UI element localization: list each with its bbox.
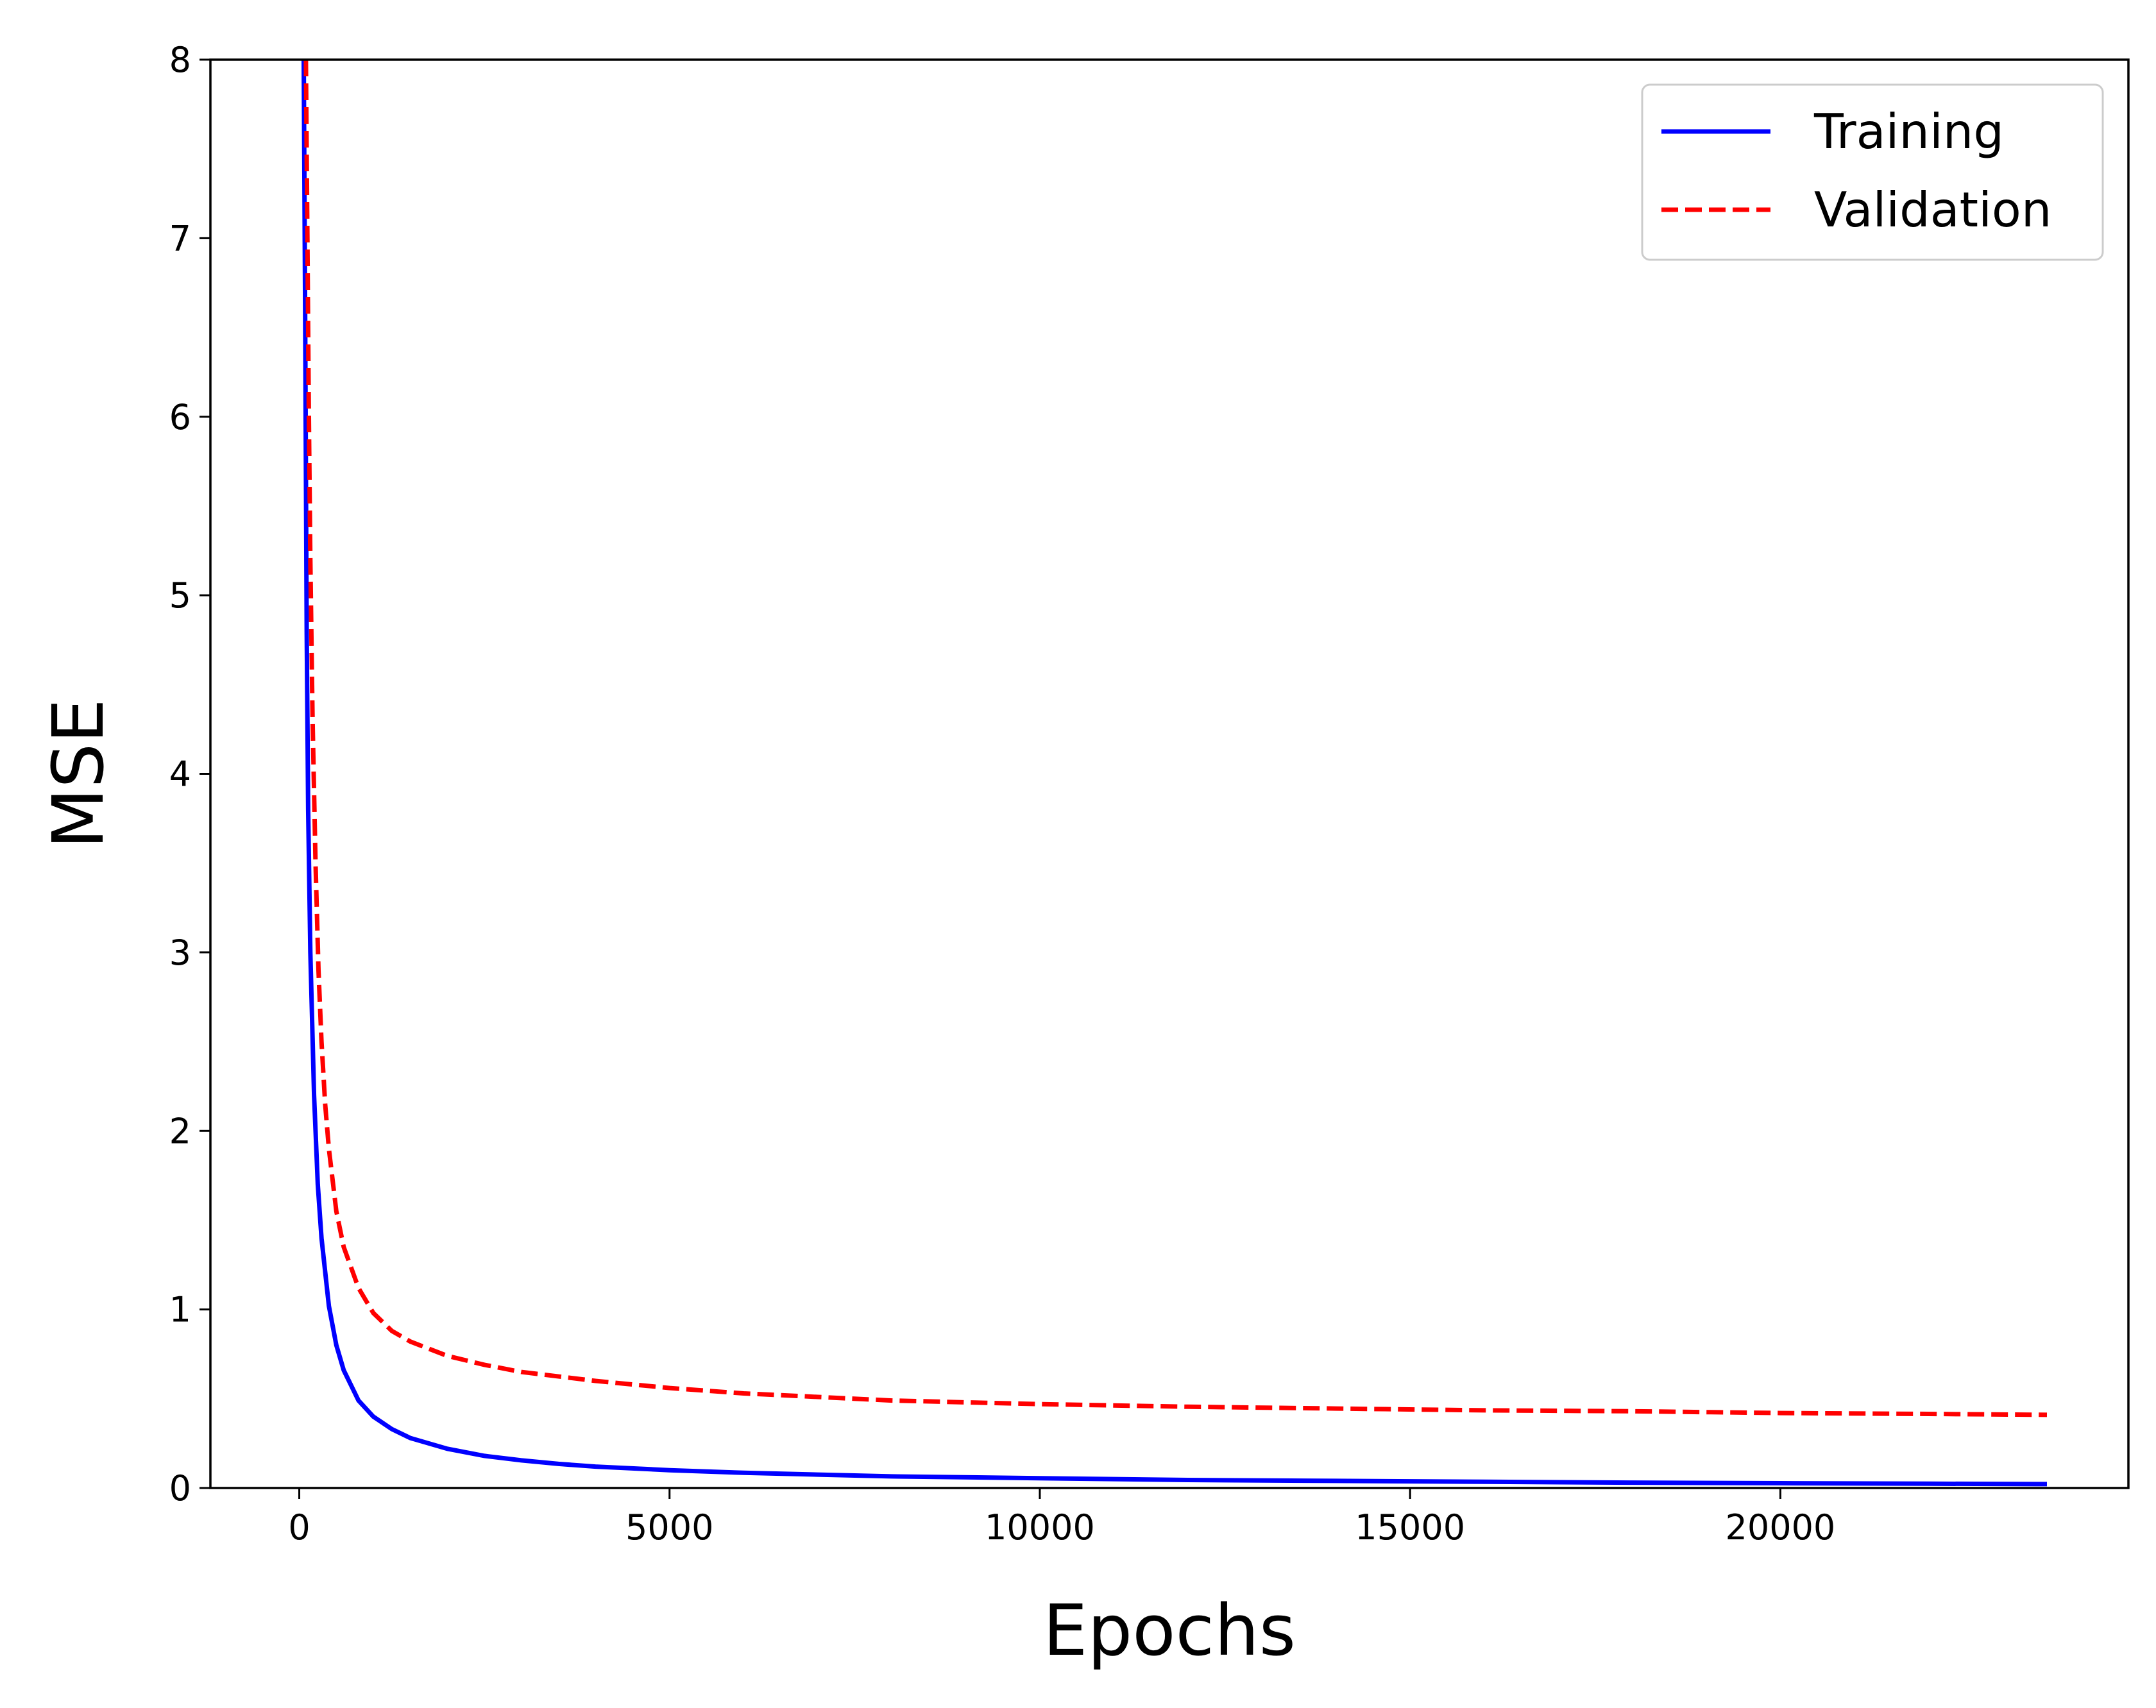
y-tick-label: 6 — [169, 397, 191, 437]
series-line-training — [301, 60, 2048, 1487]
legend: Training Validation — [1641, 83, 2104, 261]
legend-label-training: Training — [1813, 103, 2004, 160]
y-tick-label: 4 — [169, 754, 191, 795]
x-tick-label: 10000 — [985, 1507, 1095, 1548]
x-axis-label: Epochs — [1043, 1589, 1296, 1671]
y-tick-label: 8 — [169, 40, 191, 80]
y-tick-label: 3 — [169, 933, 191, 973]
x-tick-label: 20000 — [1726, 1507, 1836, 1548]
x-tick-label: 5000 — [625, 1507, 713, 1548]
x-tick-label: 0 — [288, 1507, 310, 1548]
plot-area — [301, 60, 2048, 1487]
axes: 0 5000 10000 15000 20000 0 1 2 3 4 5 6 7 8 — [169, 40, 2130, 1548]
series-line-validation — [303, 60, 2048, 1417]
y-tick-label: 1 — [169, 1290, 191, 1330]
x-tick-label: 15000 — [1355, 1507, 1465, 1548]
legend-box — [1641, 83, 2104, 261]
y-axis-label: MSE — [37, 698, 119, 849]
legend-label-validation: Validation — [1814, 182, 2051, 238]
y-tick-label: 0 — [169, 1468, 191, 1509]
y-tick-label: 2 — [169, 1111, 191, 1151]
y-tick-label: 7 — [169, 218, 191, 258]
y-tick-label: 5 — [169, 575, 191, 616]
